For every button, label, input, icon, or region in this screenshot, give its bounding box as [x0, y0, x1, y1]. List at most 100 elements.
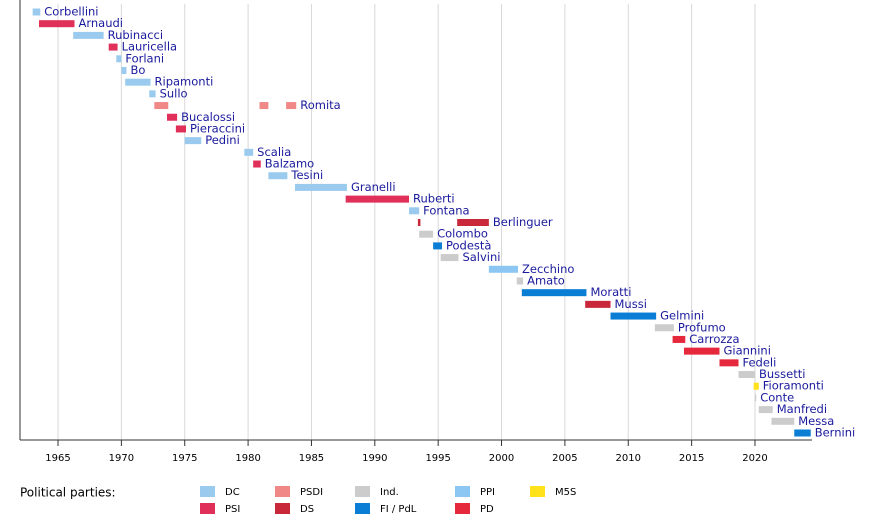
- tenure-bar: [268, 172, 288, 180]
- minister-label: Fedeli: [743, 355, 777, 369]
- x-tick-label: 1970: [109, 453, 134, 464]
- tenure-bar: [516, 277, 524, 285]
- tenure-bar: [32, 8, 41, 16]
- minister-label: Ripamonti: [155, 75, 214, 89]
- minister-label: Scalia: [257, 145, 291, 159]
- tenure-bar: [175, 125, 187, 133]
- minister-label: Bo: [130, 63, 145, 77]
- tenure-bar: [345, 195, 410, 203]
- legend-label: Ind.: [380, 487, 399, 498]
- minister-label: Sullo: [160, 86, 188, 100]
- tenure-bar: [738, 371, 755, 379]
- tenure-bar: [521, 289, 587, 297]
- tenure-bar: [684, 347, 720, 355]
- tenure-bar: [244, 148, 254, 156]
- tenure-bar: [121, 66, 127, 74]
- minister-label: Giannini: [723, 344, 770, 358]
- minister-label: Bucalossi: [181, 110, 235, 124]
- legend-swatch: [275, 503, 290, 514]
- legend-label: PD: [480, 504, 494, 515]
- minister-label: Manfredi: [777, 402, 827, 416]
- tenure-bar: [771, 417, 795, 425]
- legend-swatch: [200, 503, 215, 514]
- minister-label: Amato: [527, 273, 565, 287]
- minister-label: Corbellini: [44, 5, 98, 19]
- minister-label: Berlinguer: [493, 215, 553, 229]
- tenure-bar: [417, 219, 421, 226]
- tenure-bar: [166, 113, 178, 121]
- tenure-bar: [73, 31, 104, 39]
- minister-label: Conte: [760, 390, 794, 404]
- minister-label: Podestà: [446, 238, 491, 252]
- tenure-bar: [672, 335, 686, 343]
- minister-label: Balzamo: [265, 157, 314, 171]
- legend-label: PSI: [225, 504, 240, 515]
- minister-label: Profumo: [678, 320, 726, 334]
- minister-label: Mussi: [615, 297, 647, 311]
- x-tick-label: 2000: [489, 453, 514, 464]
- tenure-bar: [794, 429, 811, 437]
- legend-swatch: [275, 486, 290, 497]
- tenure-bar: [754, 394, 757, 402]
- x-tick-label: 1965: [45, 453, 70, 464]
- tenure-bar: [108, 43, 118, 51]
- tenure-bar: [585, 300, 611, 308]
- minister-label: Arnaudi: [78, 16, 123, 30]
- legend-label: PSDI: [300, 487, 323, 498]
- tenure-bar: [116, 55, 122, 63]
- x-tick-label: 1985: [299, 453, 324, 464]
- minister-label: Forlani: [125, 51, 164, 65]
- legend-label: DS: [300, 504, 314, 515]
- minister-label: Fioramonti: [763, 379, 824, 393]
- legend-swatch: [455, 503, 470, 514]
- tenure-bar: [294, 183, 347, 191]
- tenure-bar: [39, 20, 75, 28]
- minister-label: Colombo: [437, 227, 488, 241]
- legend-swatch: [355, 486, 370, 497]
- x-tick-label: 2010: [616, 453, 641, 464]
- tenure-bar: [719, 359, 739, 367]
- tenure-bar: [253, 160, 261, 168]
- tenure-bar: [440, 254, 459, 262]
- tenure-bar: [154, 102, 169, 110]
- legend-swatch: [355, 503, 370, 514]
- tenure-bar: [184, 137, 202, 145]
- minister-label: Carrozza: [689, 332, 739, 346]
- tenure-bar: [758, 406, 773, 414]
- minister-label: Granelli: [351, 180, 396, 194]
- tenure-bar: [286, 102, 297, 110]
- minister-label: Pieraccini: [190, 121, 245, 135]
- minister-label: Messa: [798, 414, 834, 428]
- tenure-bar: [419, 230, 434, 238]
- legend-swatch: [530, 486, 545, 497]
- legend-label: FI / PdL: [380, 504, 417, 515]
- tenure-bar: [654, 324, 674, 332]
- minister-label: Zecchino: [522, 262, 574, 276]
- tenure-bar: [753, 382, 759, 390]
- minister-label: Salvini: [462, 250, 500, 264]
- legend-title: Political parties:: [20, 486, 116, 500]
- tenure-bar: [433, 242, 442, 250]
- x-tick-label: 1990: [362, 453, 387, 464]
- x-tick-label: 2020: [742, 453, 767, 464]
- minister-label: Gelmini: [660, 309, 704, 323]
- tenure-bar: [488, 265, 519, 273]
- minister-label: Lauricella: [122, 40, 178, 54]
- minister-label: Ruberti: [413, 192, 455, 206]
- tenure-bar: [610, 312, 657, 320]
- x-tick-label: 1975: [172, 453, 197, 464]
- legend-swatch: [200, 486, 215, 497]
- x-tick-label: 2015: [679, 453, 704, 464]
- minister-label: Fontana: [423, 203, 469, 217]
- tenure-bar: [457, 219, 489, 226]
- x-tick-label: 2005: [552, 453, 577, 464]
- minister-label: Bussetti: [759, 367, 805, 381]
- legend-label: PPI: [480, 487, 495, 498]
- minister-label: Moratti: [590, 285, 631, 299]
- tenure-bar: [149, 90, 156, 98]
- legend-label: M5S: [555, 487, 576, 498]
- legend-swatch: [455, 486, 470, 497]
- minister-label: Tesini: [290, 168, 323, 182]
- minister-label: Romita: [300, 98, 340, 112]
